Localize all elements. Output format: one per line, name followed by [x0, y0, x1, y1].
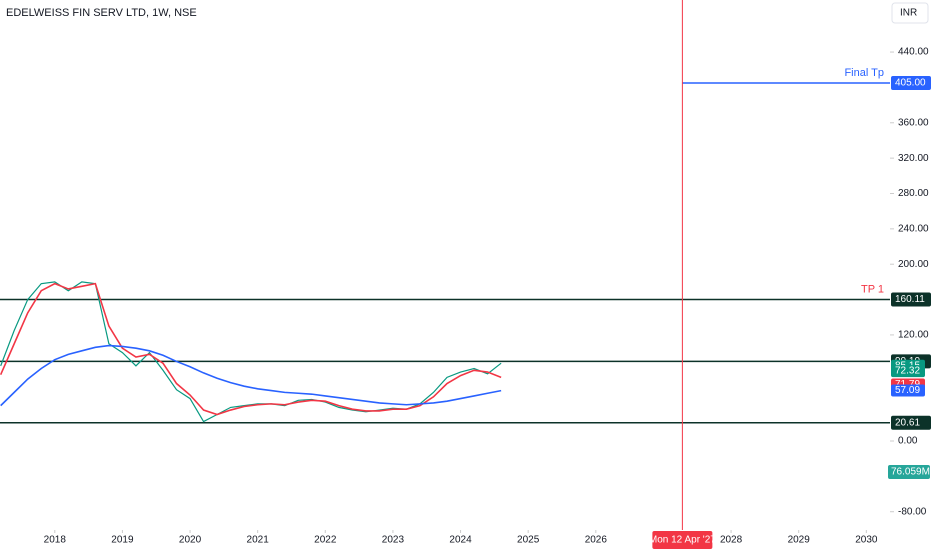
currency: INR — [900, 8, 917, 19]
level-label: 405.00 — [895, 78, 926, 89]
x-tick-label: 2019 — [111, 535, 134, 546]
x-tick-label: 2026 — [585, 535, 608, 546]
y-tick-label: 280.00 — [898, 188, 929, 199]
series-line — [0, 344, 502, 407]
price-label: 57.09 — [895, 385, 920, 396]
y-tick-label: 0.00 — [898, 436, 918, 447]
cursor-badge — [652, 531, 713, 549]
x-tick-label: 2023 — [382, 535, 405, 546]
x-tick-label: 2021 — [247, 535, 270, 546]
x-tick-label: 2022 — [314, 535, 337, 546]
y-tick-label: 320.00 — [898, 153, 929, 164]
cursor-label: Mon 12 Apr '27 — [649, 535, 716, 546]
volume-badge — [888, 465, 930, 479]
y-tick-label: 240.00 — [898, 223, 929, 234]
series-line — [0, 282, 502, 416]
x-tick-label: 2024 — [449, 535, 472, 546]
price-badge — [891, 384, 925, 397]
price-badge — [891, 365, 925, 378]
x-tick-label: 2020 — [179, 535, 202, 546]
level-text: TP 1 — [861, 283, 884, 295]
y-tick-label: 200.00 — [898, 259, 929, 270]
volume-label: 76.059M — [891, 467, 930, 478]
chart-title: EDELWEISS FIN SERV LTD, 1W, NSE — [6, 7, 197, 19]
x-tick-label: 2030 — [855, 535, 878, 546]
x-tick-label: 2018 — [44, 535, 67, 546]
level-label: 20.61 — [895, 417, 920, 428]
level-text: Final Tp — [844, 67, 884, 79]
y-tick-label: 360.00 — [898, 117, 929, 128]
y-tick-label: -80.00 — [898, 506, 927, 517]
x-tick-label: 2029 — [788, 535, 811, 546]
level-badge — [891, 292, 931, 307]
price-label: 72.32 — [895, 366, 920, 377]
x-tick-label: 2025 — [517, 535, 540, 546]
y-tick-label: 120.00 — [898, 330, 929, 341]
level-badge — [891, 415, 931, 430]
y-tick-label: 440.00 — [898, 47, 929, 58]
currency-button[interactable] — [891, 2, 929, 24]
level-badge — [891, 76, 931, 91]
x-tick-label: 2028 — [720, 535, 743, 546]
level-label: 160.11 — [895, 294, 925, 305]
